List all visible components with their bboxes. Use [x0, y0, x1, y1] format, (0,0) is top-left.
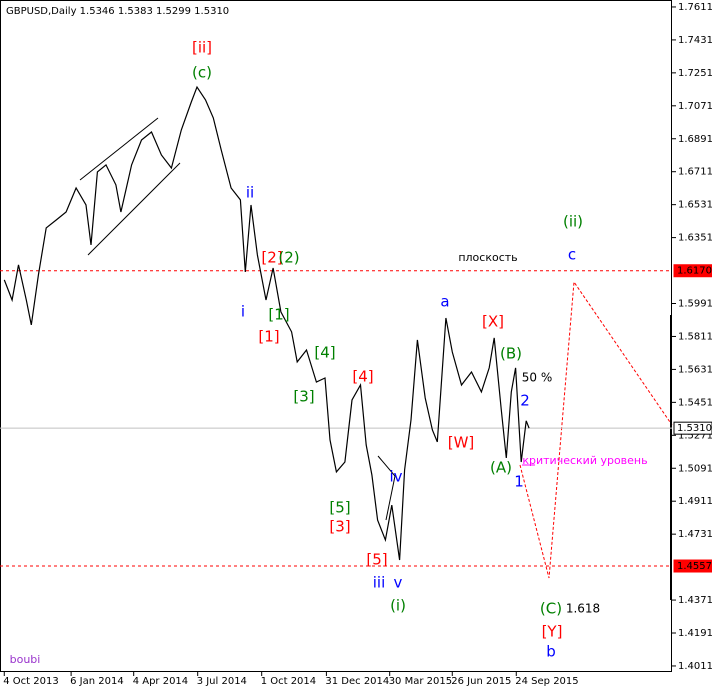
wave-label: [5]	[366, 551, 387, 569]
wave-label: (2)	[278, 249, 299, 267]
y-tick-label: 1.7251	[678, 68, 712, 79]
wave-label: iii	[373, 574, 386, 592]
y-tick-label: 1.4371	[678, 595, 712, 606]
wave-label: [1]	[258, 328, 279, 346]
y-tick-label: 1.5091	[678, 463, 712, 474]
wave-label: iv	[389, 468, 402, 486]
y-tick-label: 1.4911	[678, 496, 712, 507]
y-tick-label: 1.4011	[678, 661, 712, 672]
wave-label: критический уровень	[522, 454, 647, 467]
level-label-box	[673, 264, 712, 278]
chart-title: GBPUSD,Daily 1.5346 1.5383 1.5299 1.5310	[6, 6, 229, 17]
level-label: 1.4557	[677, 561, 712, 572]
wave-label: (c)	[192, 64, 212, 82]
wave-label: [Y]	[542, 623, 563, 641]
wave-label: [X]	[482, 313, 504, 331]
y-tick-label: 1.7611	[678, 2, 712, 13]
wave-label: c	[568, 246, 576, 264]
price-line	[3, 85, 530, 561]
wave-label: [4]	[352, 368, 373, 386]
level-label: 1.5310	[677, 423, 712, 434]
wave-label: (B)	[500, 345, 522, 363]
y-tick-label: 1.6711	[678, 167, 712, 178]
wave-label: boubi	[10, 653, 41, 666]
wave-label: плоскость	[458, 251, 517, 264]
wave-label: 1.618	[566, 602, 600, 616]
y-tick-label: 1.5271	[678, 430, 712, 441]
wave-label: (C)	[540, 600, 562, 618]
x-tick-label: 24 Sep 2015	[515, 676, 578, 687]
x-tick-label: 4 Apr 2014	[133, 676, 188, 687]
wave-label: i	[241, 303, 245, 321]
x-tick-label: 4 Oct 2013	[3, 676, 58, 687]
level-label-box	[673, 421, 712, 435]
wave-label: v	[394, 574, 403, 592]
y-tick-label: 1.5811	[678, 331, 712, 342]
forecast-path	[519, 280, 673, 579]
wave-label: [1]	[268, 306, 289, 324]
wave-label: b	[546, 643, 556, 661]
plot-frame	[0, 0, 672, 672]
wave-label: (A)	[490, 459, 512, 477]
x-tick-label: 30 Mar 2015	[389, 676, 452, 687]
wave-label: 1	[514, 473, 524, 491]
wave-label: 50 %	[522, 371, 553, 385]
level-label: 1.6170	[677, 266, 712, 277]
y-tick-label: 1.4731	[678, 529, 712, 540]
x-tick-label: 6 Jan 2014	[70, 676, 124, 687]
channel-line	[79, 117, 159, 181]
y-tick-label: 1.6891	[678, 134, 712, 145]
wave-label: [3]	[293, 388, 314, 406]
x-tick-label: 1 Oct 2014	[261, 676, 316, 687]
y-tick-label: 1.5451	[678, 397, 712, 408]
wave-label: [3]	[329, 518, 350, 536]
channel-line	[87, 162, 181, 256]
y-tick-label: 1.5631	[678, 364, 712, 375]
wave-label: (ii)	[563, 213, 583, 231]
wave-label: [ii]	[192, 39, 212, 57]
x-tick-label: 31 Dec 2014	[325, 676, 389, 687]
wave-label: [2]	[261, 249, 282, 267]
y-tick-label: 1.7431	[678, 35, 712, 46]
y-tick-label: 1.5991	[678, 299, 712, 310]
wave-label: [W]	[448, 434, 475, 452]
y-tick-label: 1.6531	[678, 200, 712, 211]
x-tick-label: 26 Jun 2015	[451, 676, 511, 687]
wave-label: [5]	[329, 499, 350, 517]
y-tick-label: 1.4191	[678, 628, 712, 639]
level-label-box	[673, 559, 712, 573]
y-tick-label: 1.6351	[678, 233, 712, 244]
wave-label: ii	[246, 184, 254, 202]
wave-label: 2	[520, 392, 530, 410]
y-tick-label: 1.7071	[678, 101, 712, 112]
triangle-marker	[377, 455, 396, 521]
wave-label: (i)	[390, 597, 406, 615]
x-tick-label: 3 Jul 2014	[197, 676, 247, 687]
wave-label: a	[440, 293, 449, 311]
wave-label: [4]	[314, 344, 335, 362]
